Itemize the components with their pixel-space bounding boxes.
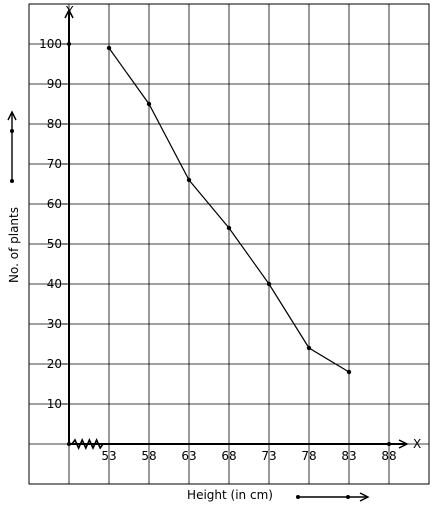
- axes: YX: [64, 4, 421, 451]
- data-point: [346, 369, 352, 375]
- y-axis-arrowhead: [64, 8, 74, 19]
- grid-lines: [28, 3, 430, 485]
- y-tick-label: 90: [47, 77, 62, 91]
- y-tick-label: 50: [47, 237, 62, 251]
- y-label-arrowhead: [7, 110, 17, 121]
- y-axis-label-container: No. of plants: [2, 206, 24, 290]
- x-tick-label: 83: [341, 449, 356, 463]
- y-tick-label: 20: [47, 357, 62, 371]
- y-tick-label: 60: [47, 197, 62, 211]
- y-tick-label: 40: [47, 277, 62, 291]
- x-label-arrow-dot: [296, 495, 300, 499]
- data-point: [306, 345, 312, 351]
- x-label-arrowhead: [359, 492, 370, 502]
- x-tick-label: 63: [181, 449, 196, 463]
- x-end-dot: [387, 442, 391, 446]
- x-tick-label: 68: [221, 449, 236, 463]
- origin-dot: [67, 442, 71, 446]
- y-tick-label: 70: [47, 157, 62, 171]
- y-tick-label: 10: [47, 397, 62, 411]
- data-series: [106, 45, 352, 375]
- y-max-dot: [67, 42, 71, 46]
- x-axis-break-mark: [71, 438, 104, 450]
- tick-labels: 10 20 30 40 50 60 70 80 90 100 53 58 63 68 73 78 83 88: [39, 37, 397, 463]
- y-tick-label: 100: [39, 37, 62, 51]
- x-axis-label: Height (in cm): [187, 488, 273, 502]
- data-point: [146, 101, 152, 107]
- data-point: [186, 177, 192, 183]
- data-point: [106, 45, 112, 51]
- data-point: [226, 225, 232, 231]
- data-point: [266, 281, 272, 287]
- x-label-arrow-dot: [346, 495, 350, 499]
- x-tick-label: 78: [301, 449, 316, 463]
- x-tick-label: 73: [261, 449, 276, 463]
- x-axis-letter: X: [413, 437, 421, 451]
- x-tick-label: 58: [141, 449, 156, 463]
- x-tick-label: 53: [101, 449, 116, 463]
- y-label-arrow-dot: [10, 129, 14, 133]
- axis-decorations: [7, 110, 370, 502]
- y-tick-label: 80: [47, 117, 62, 131]
- x-tick-label: 88: [381, 449, 396, 463]
- y-axis-label: No. of plants: [7, 207, 21, 283]
- y-axis-letter: Y: [65, 4, 74, 18]
- y-tick-label: 30: [47, 317, 62, 331]
- x-axis-arrowhead: [398, 439, 409, 449]
- y-label-arrow-dot: [10, 179, 14, 183]
